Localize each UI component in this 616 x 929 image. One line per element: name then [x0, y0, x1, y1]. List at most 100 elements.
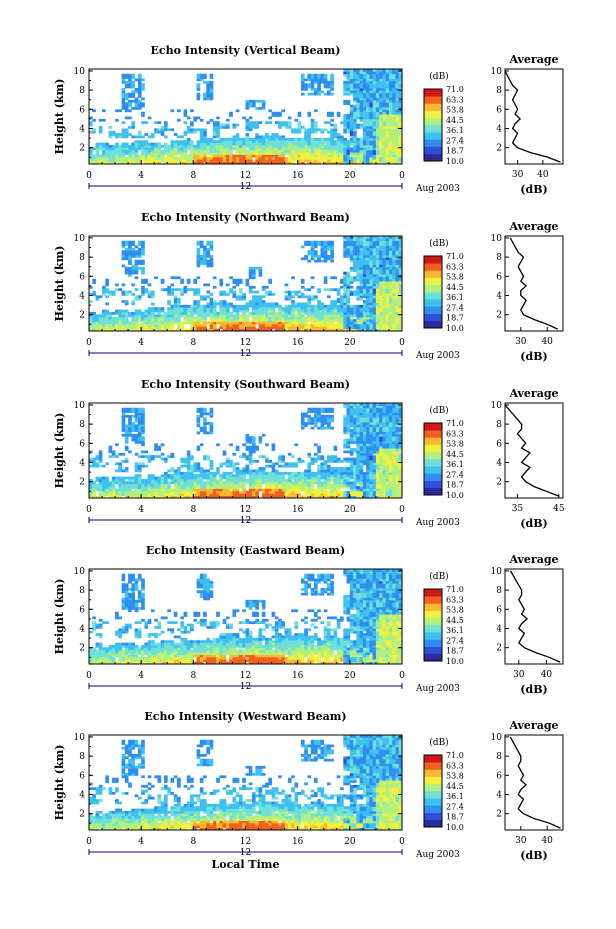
heatmap-cell — [193, 302, 197, 306]
heatmap-cell — [95, 486, 100, 489]
heatmap-cell — [366, 262, 370, 265]
heatmap-cell — [92, 109, 96, 113]
heatmap-cell — [137, 422, 142, 425]
heatmap-cell — [349, 309, 354, 313]
heatmap-cell — [366, 295, 370, 299]
heatmap-cell — [173, 316, 178, 320]
heatmap-cell — [121, 417, 126, 421]
heatmap-cell — [245, 326, 250, 330]
heatmap-cell — [196, 481, 201, 485]
heatmap-cell — [252, 152, 256, 155]
heatmap-cell — [229, 460, 233, 463]
heatmap-cell — [124, 250, 129, 254]
heatmap-cell — [300, 295, 305, 299]
heatmap-cell — [102, 486, 106, 489]
heatmap-cell — [382, 319, 387, 322]
heatmap-cell — [388, 307, 393, 311]
heatmap-cell — [177, 140, 181, 144]
heatmap-cell — [131, 319, 136, 322]
heatmap-cell — [385, 156, 390, 160]
heatmap-cell — [222, 147, 227, 151]
heatmap-cell — [385, 114, 390, 117]
heatmap-cell — [359, 236, 364, 239]
heatmap-cell — [395, 293, 400, 296]
heatmap-cell — [392, 149, 396, 153]
heatmap-cell — [206, 255, 211, 258]
heatmap-cell — [388, 257, 393, 261]
heatmap-cell — [203, 431, 207, 435]
heatmap-cell — [222, 309, 227, 313]
heatmap-cell — [183, 159, 188, 163]
heatmap-cell — [238, 476, 243, 480]
heatmap-cell — [356, 137, 361, 141]
heatmap-cell — [141, 266, 145, 270]
heatmap-cell — [372, 104, 377, 108]
heatmap-cell — [304, 326, 308, 330]
heatmap-cell — [147, 483, 152, 487]
heatmap-cell — [274, 479, 279, 482]
heatmap-cell — [258, 467, 263, 470]
heatmap-cell — [388, 133, 393, 136]
heatmap-cell — [108, 133, 113, 136]
heatmap-cell — [271, 137, 276, 141]
heatmap-cell — [255, 107, 259, 110]
heatmap-cell — [278, 156, 282, 160]
heatmap-cell — [284, 486, 289, 489]
heatmap-cell — [291, 159, 295, 163]
heatmap-cell — [128, 262, 132, 265]
heatmap-cell — [167, 145, 171, 148]
heatmap-cell — [252, 312, 256, 315]
heatmap-cell — [128, 407, 132, 411]
heatmap-cell — [154, 147, 158, 151]
heatmap-cell — [281, 495, 286, 499]
heatmap-cell — [281, 486, 286, 489]
heatmap-cell — [382, 71, 387, 75]
heatmap-cell — [362, 288, 367, 292]
heatmap-cell — [141, 438, 145, 442]
heatmap-cell — [375, 314, 380, 318]
heatmap-cell — [167, 469, 171, 473]
heatmap-cell — [388, 316, 393, 320]
heatmap-cell — [186, 288, 191, 292]
heatmap-cell — [95, 488, 100, 492]
heatmap-cell — [258, 274, 263, 277]
heatmap-cell — [366, 109, 370, 113]
heatmap-cell — [137, 464, 142, 468]
heatmap-cell — [392, 252, 396, 256]
heatmap-cell — [196, 495, 201, 499]
heatmap-cell — [330, 149, 334, 153]
heatmap-cell — [89, 460, 93, 463]
heatmap-cell — [379, 95, 383, 98]
heatmap-cell — [203, 130, 207, 134]
colorbar-swatch — [424, 89, 442, 97]
heatmap-cell — [238, 142, 243, 146]
heatmap-cell — [170, 488, 175, 492]
heatmap-cell — [317, 156, 321, 160]
heatmap-cell — [388, 95, 393, 98]
heatmap-cell — [366, 92, 370, 96]
heatmap-cell — [395, 257, 400, 261]
heatmap-cell — [340, 140, 344, 144]
heatmap-cell — [395, 154, 400, 158]
heatmap-cell — [271, 154, 276, 158]
heatmap-cell — [287, 140, 292, 144]
heatmap-cell — [222, 488, 227, 492]
heatmap-cell — [323, 240, 328, 244]
heatmap-cell — [124, 76, 129, 79]
heatmap-cell — [212, 488, 217, 492]
heatmap-cell — [372, 152, 377, 155]
heatmap-cell — [333, 302, 338, 306]
heatmap-cell — [281, 493, 286, 497]
heatmap-cell — [144, 326, 149, 330]
heatmap-cell — [209, 307, 214, 311]
heatmap-cell — [118, 319, 122, 322]
heatmap-cell — [294, 140, 299, 144]
heatmap-cell — [196, 88, 201, 91]
heatmap-cell — [238, 309, 243, 313]
heatmap-cell — [131, 433, 136, 437]
heatmap-cell — [300, 323, 305, 327]
heatmap-cell — [177, 147, 181, 151]
heatmap-cell — [242, 116, 246, 120]
heatmap-cell — [137, 80, 142, 84]
heatmap-cell — [170, 276, 175, 280]
